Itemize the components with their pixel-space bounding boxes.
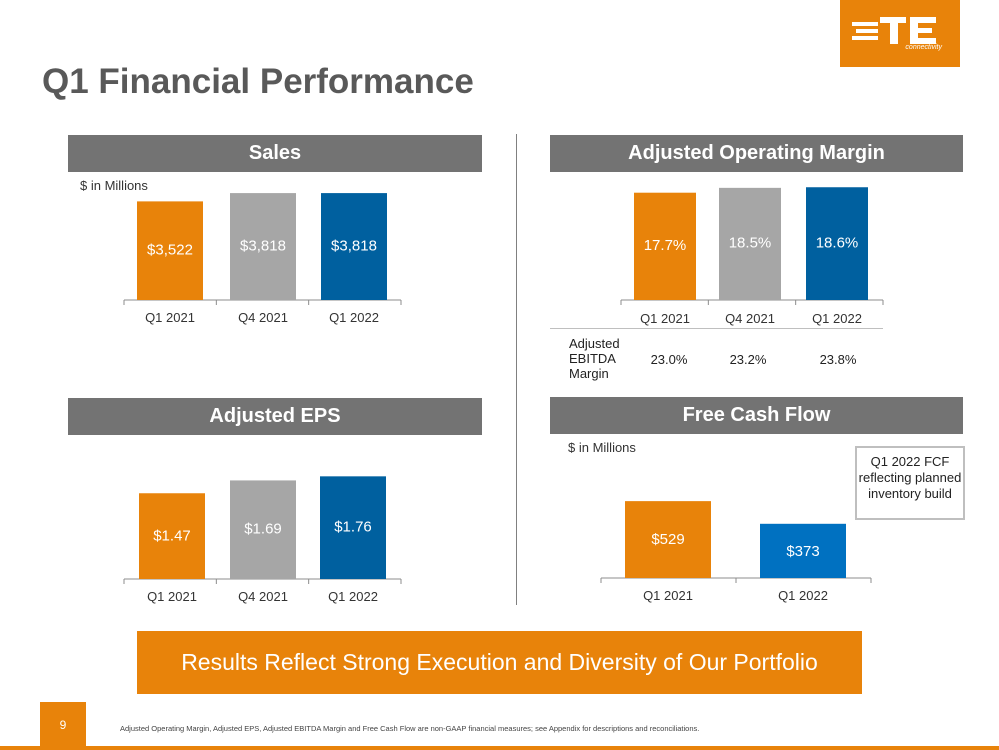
aom-data-label: 17.7% xyxy=(644,237,687,254)
bottom-rule xyxy=(0,746,999,750)
sales-tick-label: Q1 2022 xyxy=(329,310,379,325)
te-logo: connectivity xyxy=(840,0,960,67)
sales-unit-note: $ in Millions xyxy=(80,178,148,193)
eps-tick-label: Q4 2021 xyxy=(238,589,288,604)
aom-bar xyxy=(806,187,868,300)
eps-data-label: $1.47 xyxy=(153,527,191,544)
fcf-tick-label: Q1 2021 xyxy=(643,588,693,603)
aom-tick-label: Q4 2021 xyxy=(725,311,775,326)
fcf-bar xyxy=(760,523,846,578)
panel-divider xyxy=(516,134,517,605)
eps-data-label: $1.76 xyxy=(334,519,372,536)
aom-tick-label: Q1 2022 xyxy=(812,311,862,326)
sales-data-label: $3,818 xyxy=(331,237,377,254)
eps-bar xyxy=(320,476,386,579)
ebitda-value-q1-2022: 23.8% xyxy=(819,352,857,367)
aom-bar xyxy=(719,187,781,300)
sales-bar xyxy=(321,193,387,300)
summary-banner: Results Reflect Strong Execution and Div… xyxy=(137,631,862,694)
sales-bar xyxy=(230,193,296,300)
eps-bar xyxy=(139,493,205,579)
sales-tick-label: Q1 2021 xyxy=(145,310,195,325)
fcf-bar xyxy=(625,501,711,578)
eps-tick-label: Q1 2021 xyxy=(147,589,197,604)
aom-header: Adjusted Operating Margin xyxy=(550,135,963,172)
ebitda-value-q4-2021: 23.2% xyxy=(729,352,767,367)
ebitda-value-q1-2021: 23.0% xyxy=(650,352,688,367)
eps-header: Adjusted EPS xyxy=(68,398,482,435)
aom-data-label: 18.5% xyxy=(729,235,772,252)
sales-tick-label: Q4 2021 xyxy=(238,310,288,325)
aom-tick-label: Q1 2021 xyxy=(640,311,690,326)
eps-bar xyxy=(230,480,296,579)
fcf-data-label: $529 xyxy=(651,531,684,548)
sales-bar xyxy=(137,201,203,300)
te-logo-icon xyxy=(852,17,936,44)
page-title: Q1 Financial Performance xyxy=(42,62,474,101)
fcf-data-label: $373 xyxy=(786,543,819,560)
fcf-tick-label: Q1 2022 xyxy=(778,588,828,603)
ebitda-separator xyxy=(550,328,883,329)
fcf-header: Free Cash Flow xyxy=(550,397,963,434)
sales-data-label: $3,522 xyxy=(147,242,193,259)
fcf-callout: Q1 2022 FCF reflecting planned inventory… xyxy=(855,446,965,520)
sales-data-label: $3,818 xyxy=(240,237,286,254)
aom-data-label: 18.6% xyxy=(816,234,859,251)
sales-header: Sales xyxy=(68,135,482,172)
eps-data-label: $1.69 xyxy=(244,521,282,538)
footnote: Adjusted Operating Margin, Adjusted EPS,… xyxy=(120,724,700,733)
page-number: 9 xyxy=(40,702,86,748)
eps-tick-label: Q1 2022 xyxy=(328,589,378,604)
logo-subtitle: connectivity xyxy=(905,44,942,51)
aom-bar xyxy=(634,192,696,300)
fcf-unit-note: $ in Millions xyxy=(568,440,636,455)
ebitda-label: Adjusted EBITDA Margin xyxy=(569,336,620,381)
